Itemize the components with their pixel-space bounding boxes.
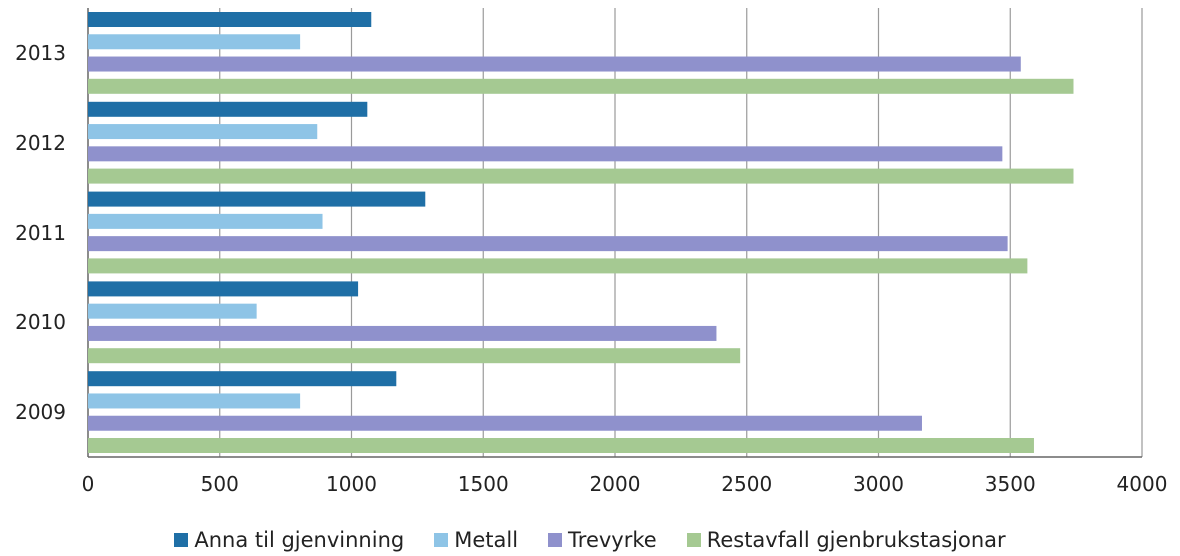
y-category-label: 2010 [15,310,66,335]
bar [88,124,318,140]
bar [88,12,372,27]
bar [88,415,922,431]
legend-swatch [686,533,701,547]
bar [88,236,1008,252]
x-tick-label: 1500 [457,472,509,496]
legend-label: Trevyrke [568,528,657,552]
bar [88,168,1074,184]
bar [88,146,1003,162]
x-tick-label: 4000 [1116,472,1168,496]
y-category-label: 2009 [15,400,66,425]
legend-swatch [548,533,563,547]
bar [88,101,368,117]
bar [88,303,257,319]
bar [88,34,301,50]
legend-label: Restavfall gjenbrukstasjonar [706,528,1006,552]
y-category-label: 2012 [15,130,66,155]
bar [88,191,426,207]
legend-swatch [434,533,449,547]
x-tick-label: 1000 [326,472,377,496]
legend-item: Trevyrke [548,528,657,552]
bar [88,438,1034,453]
bar [88,78,1074,94]
chart-plot [87,8,1143,458]
x-tick-label: 0 [81,472,95,496]
x-tick-label: 3000 [853,472,904,496]
legend-item: Anna til gjenvinning [174,528,404,552]
legend-label: Anna til gjenvinning [194,528,405,552]
legend-swatch [174,533,189,547]
legend-item: Metall [434,528,518,552]
y-category-label: 2013 [15,40,66,65]
x-tick-label: 2500 [721,472,773,496]
bar [88,258,1028,274]
bar [88,348,741,364]
legend: Anna til gjenvinning Metall Trevyrke Restav… [0,528,1180,552]
x-tick-label: 3500 [984,472,1036,496]
bar [88,393,301,409]
bar [88,325,717,341]
bar [88,56,1021,72]
x-tick-label: 2000 [589,472,641,496]
bar [88,281,359,297]
legend-item: Restavfall gjenbrukstasjonar [686,528,1006,552]
y-category-label: 2011 [15,220,66,245]
bar [88,371,397,387]
legend-label: Metall [454,528,519,552]
bar [88,213,323,229]
x-tick-label: 500 [200,472,239,496]
